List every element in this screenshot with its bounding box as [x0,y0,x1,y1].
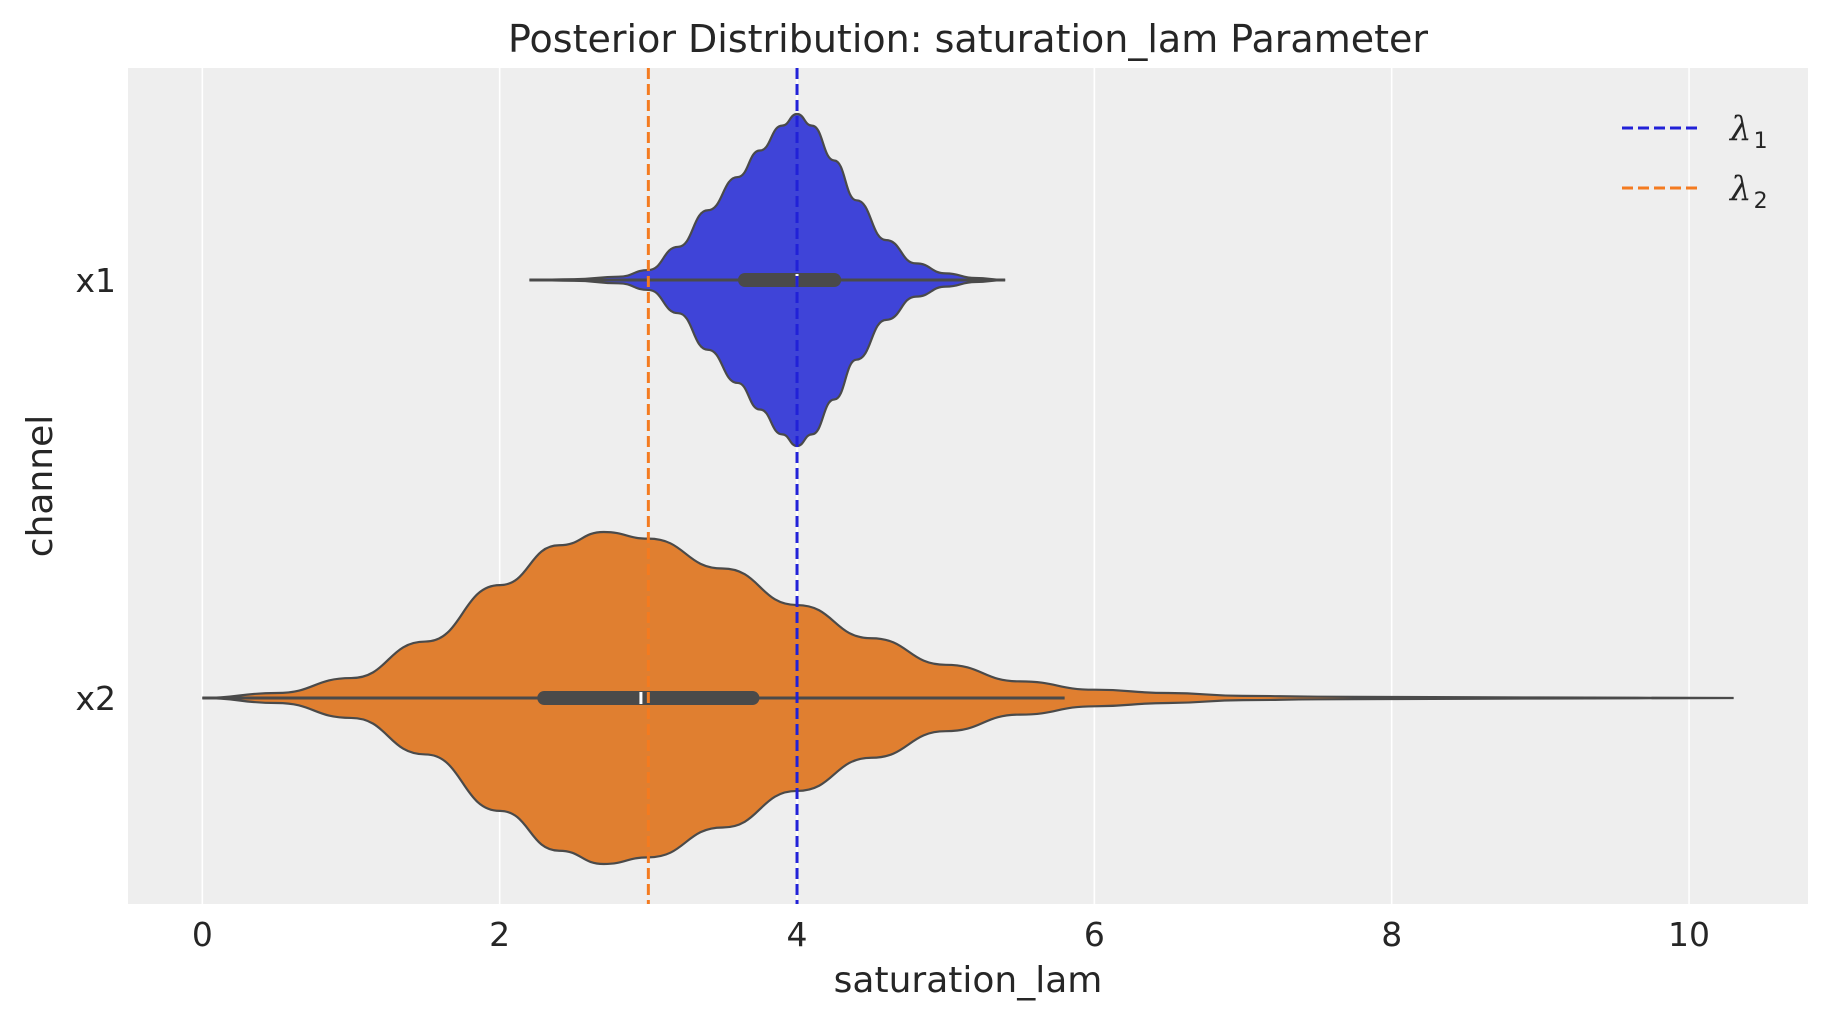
x-tick-label: 6 [1084,915,1105,954]
y-tick-label: x1 [75,261,116,300]
x-tick-label: 8 [1381,915,1402,954]
chart-title: Posterior Distribution: saturation_lam P… [508,17,1428,61]
legend-subscript: 2 [1754,189,1768,214]
x-axis-label: saturation_lam [834,960,1103,1001]
x-tick-label: 4 [787,915,808,954]
x-tick-label: 2 [489,915,510,954]
y-tick-label: x2 [75,679,116,718]
y-axis-label: channel [20,415,61,557]
x-ticks: 0 2 4 6 8 10 [192,915,1710,954]
x-tick-label: 10 [1668,915,1710,954]
x-tick-label: 0 [192,915,213,954]
y-ticks: x1 x2 [75,261,116,718]
plot-area [128,68,1808,904]
reference-lines [646,68,799,904]
legend-subscript: 1 [1754,129,1768,154]
